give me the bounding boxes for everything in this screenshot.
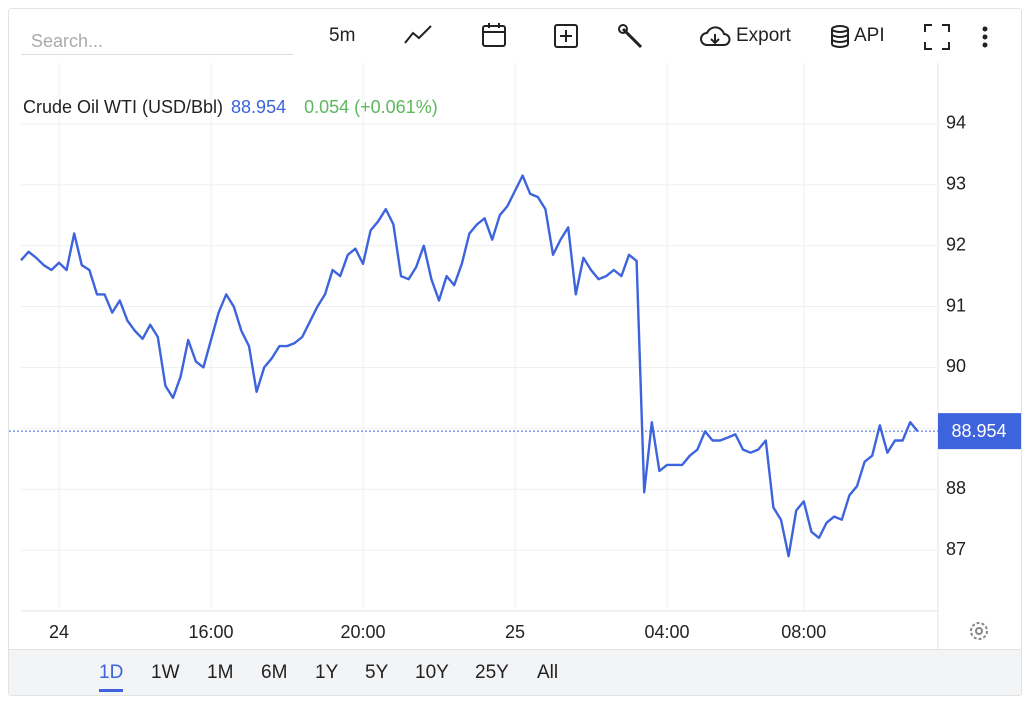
x-tick-label: 16:00 bbox=[188, 622, 233, 642]
x-tick-label: 20:00 bbox=[340, 622, 385, 642]
search-input[interactable]: Search... bbox=[21, 19, 293, 55]
settings-gear[interactable] bbox=[970, 622, 988, 640]
chart-header: Crude Oil WTI (USD/Bbl) 88.954 0.054 (+0.0… bbox=[23, 97, 438, 117]
calendar-icon[interactable] bbox=[481, 21, 507, 49]
api-icon[interactable] bbox=[829, 24, 851, 50]
y-tick-label: 88 bbox=[946, 478, 966, 498]
y-tick-label: 87 bbox=[946, 539, 966, 559]
more-icon[interactable] bbox=[981, 25, 989, 51]
range-button[interactable]: 1W bbox=[151, 662, 180, 683]
chart-type-icon[interactable] bbox=[403, 23, 433, 47]
header-change: 0.054 (+0.061%) bbox=[304, 97, 438, 117]
toolbar: Search... 5m Export API bbox=[9, 9, 1021, 65]
header-price: 88.954 bbox=[231, 97, 286, 117]
range-button[interactable]: 6M bbox=[261, 662, 288, 683]
chart-title: Crude Oil WTI (USD/Bbl) bbox=[23, 97, 223, 117]
x-tick-label: 25 bbox=[505, 622, 525, 642]
range-button[interactable]: 5Y bbox=[365, 662, 389, 683]
x-tick-label: 24 bbox=[49, 622, 69, 642]
last-price-box bbox=[938, 413, 1021, 450]
range-bar: 1D 1W 1M 6M 1Y 5Y 10Y 25Y All bbox=[9, 649, 1021, 695]
y-tick-label: 93 bbox=[946, 174, 966, 194]
add-icon[interactable] bbox=[553, 23, 579, 49]
range-button[interactable]: 1M bbox=[207, 662, 234, 683]
range-button[interactable]: 1Y bbox=[315, 662, 339, 683]
api-button[interactable]: API bbox=[854, 25, 885, 46]
y-tick-label: 90 bbox=[946, 356, 966, 376]
y-tick-label: 91 bbox=[946, 295, 966, 315]
y-tick-label: 92 bbox=[946, 234, 966, 254]
gear-ring bbox=[970, 622, 988, 640]
x-tick-label: 04:00 bbox=[644, 622, 689, 642]
range-button[interactable]: All bbox=[537, 662, 559, 683]
export-icon[interactable] bbox=[699, 25, 731, 49]
range-button[interactable]: 25Y bbox=[475, 662, 509, 683]
range-button[interactable]: 10Y bbox=[415, 662, 449, 683]
y-tick-label: 94 bbox=[946, 113, 966, 133]
settings-tool-icon[interactable] bbox=[617, 23, 645, 51]
export-button[interactable]: Export bbox=[736, 25, 791, 46]
x-tick-label: 08:00 bbox=[781, 622, 826, 642]
range-button[interactable]: 1D bbox=[99, 662, 124, 692]
gear-hub bbox=[975, 627, 983, 635]
last-price-label: 88.954 bbox=[951, 421, 1006, 441]
chart: 2416:0020:002504:0008:008788899091929394… bbox=[9, 63, 1021, 649]
price-line bbox=[20, 174, 919, 558]
fullscreen-icon[interactable] bbox=[923, 23, 951, 51]
interval-button[interactable]: 5m bbox=[329, 25, 356, 46]
chart-widget: 2416:0020:002504:0008:008788899091929394… bbox=[8, 8, 1022, 696]
